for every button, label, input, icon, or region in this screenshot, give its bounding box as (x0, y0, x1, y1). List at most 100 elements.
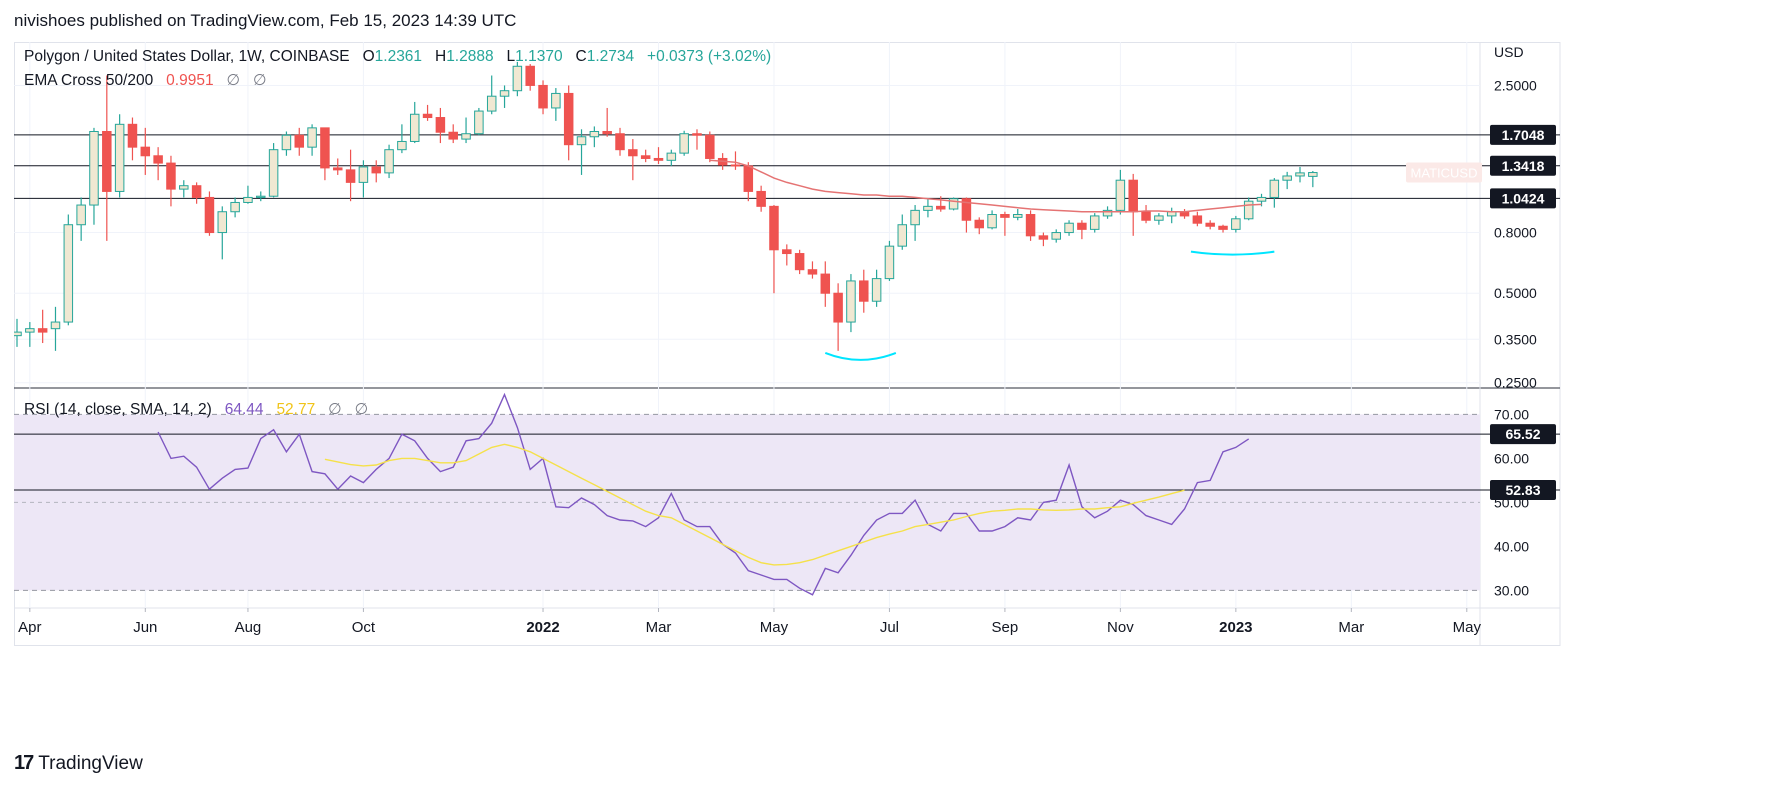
tradingview-logo[interactable]: 17 TradingView (14, 752, 143, 775)
price-label: 1.7048 (1502, 127, 1545, 143)
candle-body (987, 214, 997, 229)
open-value: 1.2361 (374, 48, 423, 65)
candle-body (833, 292, 843, 323)
candle-body (820, 273, 831, 294)
change-value: +0.0373 (+3.02%) (647, 48, 772, 65)
ema-line (709, 159, 1262, 213)
x-tick-label: May (1453, 619, 1482, 636)
x-tick-label: 2023 (1219, 619, 1252, 636)
candle-body (525, 65, 535, 86)
candle-body (102, 130, 112, 192)
ema-legend[interactable]: EMA Cross 50/200 0.9951 ∅ ∅ (24, 71, 266, 90)
ema-extra-2: ∅ (252, 72, 267, 89)
candle-body (1154, 215, 1164, 221)
candle-body (1141, 211, 1151, 221)
candle-body (692, 133, 702, 136)
candle-body (897, 224, 908, 247)
rsi-label: RSI (14, close, SMA, 14, 2) (24, 401, 212, 418)
candle-body (1269, 179, 1280, 198)
price-label-bg (1490, 155, 1556, 176)
candle-body (499, 90, 510, 97)
x-tick-label: Sep (992, 619, 1019, 636)
candle-body (1012, 214, 1023, 218)
rsi-y-tick-label: 60.00 (1494, 450, 1529, 466)
candle-body (884, 245, 895, 280)
open-label: O (362, 48, 375, 65)
candle-body (179, 185, 189, 190)
x-tick-label: Jun (133, 619, 157, 636)
rsi-extra-1: ∅ (328, 401, 342, 418)
ema-value: 0.9951 (166, 72, 214, 89)
candle-body (409, 113, 420, 142)
candle-body (910, 209, 920, 226)
candle-body (679, 133, 689, 154)
candle-body (1000, 214, 1010, 218)
y-tick-label: 0.8000 (1494, 225, 1537, 241)
y-tick-label: 0.5000 (1494, 285, 1537, 301)
candle-body (281, 134, 292, 151)
candle-body (294, 134, 305, 148)
candle-body (628, 149, 638, 157)
candle-body (1243, 200, 1254, 220)
chart-canvas[interactable]: Apr Jun Aug Oct 2022 Mar May Jul Sep Nov 2023 Mar Ma… (14, 42, 1776, 735)
candle-body (461, 133, 471, 140)
candle-body (1102, 209, 1113, 217)
candle-body (256, 195, 266, 198)
candle-body (1218, 225, 1228, 230)
price-label-bg (1490, 124, 1556, 145)
rsi-price-label: 52.83 (1505, 482, 1540, 498)
candle-body (320, 127, 330, 169)
ema-label: EMA Cross 50/200 (24, 72, 154, 89)
y-tick-label: 2.5000 (1494, 77, 1537, 93)
x-tick-label: Nov (1107, 619, 1134, 636)
candle-body (14, 331, 22, 337)
x-tick-label: Oct (352, 619, 376, 636)
x-tick-label: Aug (235, 619, 262, 636)
candle-body (474, 110, 484, 135)
candle-body (1089, 215, 1100, 230)
candle-body (1231, 218, 1241, 230)
candle-body (859, 280, 869, 302)
candle-body (371, 166, 381, 174)
candle-body (204, 196, 215, 234)
x-tick-label: Mar (646, 619, 672, 636)
candle-body (166, 162, 176, 190)
candle-body (422, 113, 433, 119)
candle-body (974, 219, 984, 229)
candle-body (140, 146, 151, 157)
candle-body (345, 169, 356, 183)
candle-body (794, 253, 805, 271)
candle-body (576, 136, 587, 146)
y-axis-unit: USD (1494, 44, 1524, 60)
candle-body (589, 130, 600, 138)
candle-body (76, 204, 86, 226)
price-legend: Polygon / United States Dollar, 1W, COIN… (24, 48, 771, 66)
candle-body (1051, 232, 1061, 240)
candle-body (25, 328, 35, 333)
candle-body (730, 164, 741, 167)
x-tick-label: Mar (1338, 619, 1364, 636)
rsi-line (157, 392, 1250, 596)
candle-body (1295, 172, 1305, 177)
rsi-y-tick-label: 40.00 (1494, 538, 1529, 554)
rsi-price-label: 65.52 (1505, 426, 1540, 442)
symbol-label: Polygon / United States Dollar, 1W, COIN… (24, 48, 350, 65)
high-value: 1.2888 (446, 48, 494, 65)
annotation-arc[interactable] (1190, 250, 1275, 256)
price-label: 1.3418 (1502, 158, 1545, 174)
candle-body (435, 117, 446, 133)
candle-body (448, 131, 458, 140)
candle-body (512, 65, 523, 92)
chart-frame[interactable]: Apr Jun Aug Oct 2022 Mar May Jul Sep Nov 2023 Mar Ma… (14, 42, 1776, 735)
candle-body (486, 95, 497, 112)
rsi-label-bg (1490, 424, 1556, 445)
candle-body (1128, 179, 1138, 213)
candle-body (563, 92, 574, 146)
candle-body (1205, 222, 1215, 227)
low-value: 1.1370 (515, 48, 563, 65)
candle-body (807, 269, 818, 275)
low-label: L (506, 48, 516, 65)
annotation-arc[interactable] (824, 351, 897, 361)
rsi-legend[interactable]: RSI (14, close, SMA, 14, 2) 64.44 52.77 … (24, 400, 368, 419)
candle-body (1115, 179, 1126, 211)
